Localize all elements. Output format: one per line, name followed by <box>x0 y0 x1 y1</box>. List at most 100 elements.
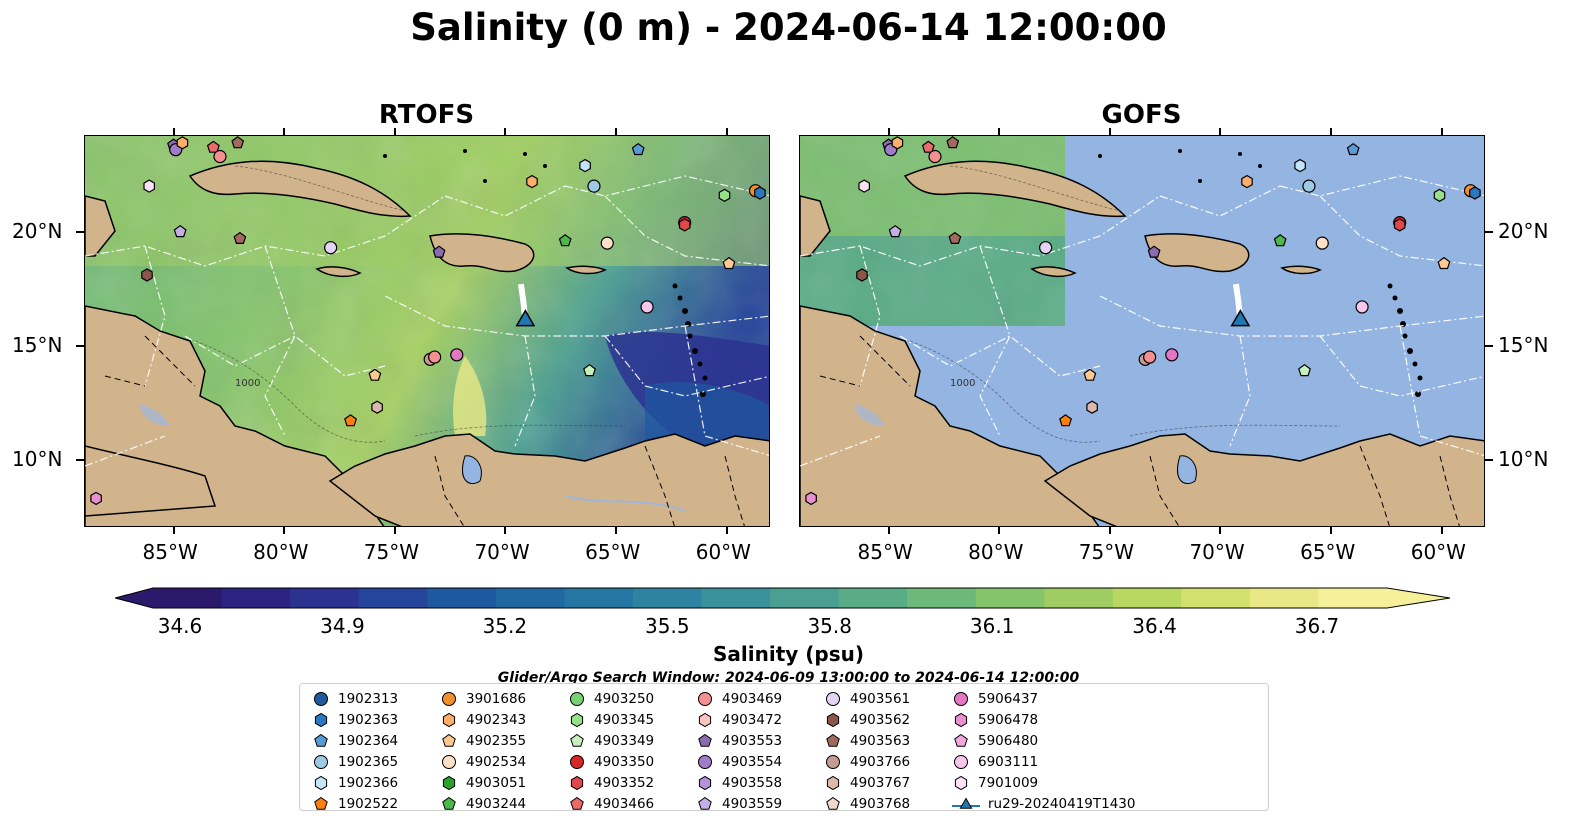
float-marker-1902522[interactable] <box>1059 414 1073 427</box>
lat-tick-label-left: 10°N <box>12 446 63 471</box>
legend-item: 1902364 <box>312 730 398 751</box>
jamaica <box>315 266 362 278</box>
float-marker-4902343[interactable] <box>176 136 189 150</box>
lat-tick-mark <box>1485 458 1493 461</box>
legend-label: 1902313 <box>338 690 399 707</box>
map-gofs-canvas: 1000 <box>800 136 1484 526</box>
legend-label: 4903554 <box>722 753 783 770</box>
float-marker-4903466[interactable] <box>206 140 220 153</box>
colorbar-segment <box>1318 588 1388 608</box>
float-marker-1902364[interactable] <box>1346 142 1360 156</box>
float-marker-4903563[interactable] <box>948 231 962 245</box>
colorbar-segment <box>838 588 908 608</box>
legend-item: 5906480 <box>952 730 1038 751</box>
legend-label: 1902522 <box>338 795 399 812</box>
legend-marker-hexagon <box>826 712 840 727</box>
float-marker-5906437[interactable] <box>1165 348 1179 362</box>
float-marker-4902355[interactable] <box>1083 368 1097 381</box>
float-marker-4903559[interactable] <box>173 224 187 238</box>
lon-tick-mark <box>1330 527 1333 534</box>
float-marker-4903561[interactable] <box>324 241 338 255</box>
float-marker-7901009[interactable] <box>143 179 156 193</box>
colorbar-segment <box>153 588 223 608</box>
float-marker-4902355[interactable] <box>722 256 736 270</box>
float-marker-4903767[interactable] <box>1086 400 1098 414</box>
glider-marker[interactable] <box>515 309 536 327</box>
legend-label: 4903768 <box>850 795 911 812</box>
float-marker-4903244[interactable] <box>1273 234 1287 247</box>
float-marker-4903349[interactable] <box>583 363 596 377</box>
float-marker-4903244[interactable] <box>558 234 572 247</box>
legend-label: 4903472 <box>722 711 783 728</box>
float-marker-4903561[interactable] <box>1039 241 1053 255</box>
float-marker-4902343[interactable] <box>1241 174 1253 189</box>
float-marker-4903563[interactable] <box>946 136 960 149</box>
lat-tick-label-right: 10°N <box>1498 446 1549 471</box>
float-marker-1902364[interactable] <box>631 142 645 156</box>
float-marker-4903767[interactable] <box>371 400 383 414</box>
glider-marker[interactable] <box>1230 309 1251 327</box>
float-marker-4902355[interactable] <box>1437 256 1451 270</box>
lon-tick-label: 60°W <box>695 540 751 564</box>
float-marker-1902365[interactable] <box>587 179 601 193</box>
map-rtofs[interactable]: 1000 <box>84 135 770 527</box>
float-marker-4903562[interactable] <box>856 268 868 282</box>
float-marker-4903345[interactable] <box>718 188 731 202</box>
land <box>800 160 1484 526</box>
legend-marker-pentagon <box>826 733 840 747</box>
legend-label: 4903350 <box>594 753 655 770</box>
legend-item: 4903352 <box>568 772 654 793</box>
float-marker-1902522[interactable] <box>344 414 358 427</box>
float-marker-5906437[interactable] <box>450 348 464 362</box>
map-gofs[interactable]: 1000 <box>799 135 1485 527</box>
legend-label: 4903767 <box>850 774 911 791</box>
float-marker-4903562[interactable] <box>141 268 153 282</box>
float-marker-6903111[interactable] <box>640 300 654 314</box>
legend-item: 4903766 <box>824 751 910 772</box>
panel-title-gofs: GOFS <box>1101 100 1182 130</box>
float-marker-5906478[interactable] <box>805 491 817 506</box>
float-marker-4902343[interactable] <box>891 136 904 150</box>
float-marker-4903345[interactable] <box>1433 188 1446 202</box>
float-marker-4903553[interactable] <box>432 245 446 258</box>
float-marker-4903563[interactable] <box>231 136 245 149</box>
legend-item: 1902366 <box>312 772 398 793</box>
float-marker-4903352[interactable] <box>678 218 691 232</box>
float-marker-4903469[interactable] <box>428 350 442 364</box>
float-marker-4903553[interactable] <box>1147 245 1161 258</box>
float-marker-1902366[interactable] <box>579 158 591 173</box>
float-marker-1902363[interactable] <box>754 186 766 200</box>
lake-maracaibo <box>1177 455 1197 485</box>
colorbar-tick-label: 36.1 <box>969 614 1015 638</box>
float-marker-4903559[interactable] <box>888 224 902 238</box>
legend-marker-circle <box>954 691 968 706</box>
float-marker-4903352[interactable] <box>1393 218 1406 232</box>
legend-label: 4903766 <box>850 753 911 770</box>
lon-tick-mark <box>998 527 1001 534</box>
float-marker-5906478[interactable] <box>90 491 102 506</box>
float-marker-4903466[interactable] <box>921 140 935 153</box>
float-marker-4902355[interactable] <box>368 368 382 381</box>
float-marker-7901009[interactable] <box>858 179 871 193</box>
colorbar-tick-label: 36.7 <box>1294 614 1340 638</box>
legend-label: 4903553 <box>722 732 783 749</box>
float-markers-gofs <box>805 136 1481 506</box>
float-marker-4903349[interactable] <box>1298 363 1311 377</box>
legend-item: 3901686 <box>440 688 526 709</box>
float-marker-4903563[interactable] <box>233 231 247 245</box>
float-marker-6903111[interactable] <box>1355 300 1369 314</box>
legend-item: 5906437 <box>952 688 1038 709</box>
float-marker-1902366[interactable] <box>1294 158 1306 173</box>
colorbar-tick-label: 35.2 <box>482 614 528 638</box>
float-marker-4903469[interactable] <box>1143 350 1157 364</box>
legend-marker-hexagon <box>570 775 584 790</box>
float-marker-4903469[interactable] <box>213 149 227 164</box>
legend-item: 4902355 <box>440 730 526 751</box>
legend-label: 1902365 <box>338 753 399 770</box>
float-marker-4902534[interactable] <box>1315 236 1329 250</box>
float-marker-1902365[interactable] <box>1302 179 1316 193</box>
float-marker-1902363[interactable] <box>1469 186 1481 200</box>
float-marker-4902343[interactable] <box>526 174 538 189</box>
float-marker-4903469[interactable] <box>928 149 942 164</box>
float-marker-4902534[interactable] <box>600 236 614 250</box>
